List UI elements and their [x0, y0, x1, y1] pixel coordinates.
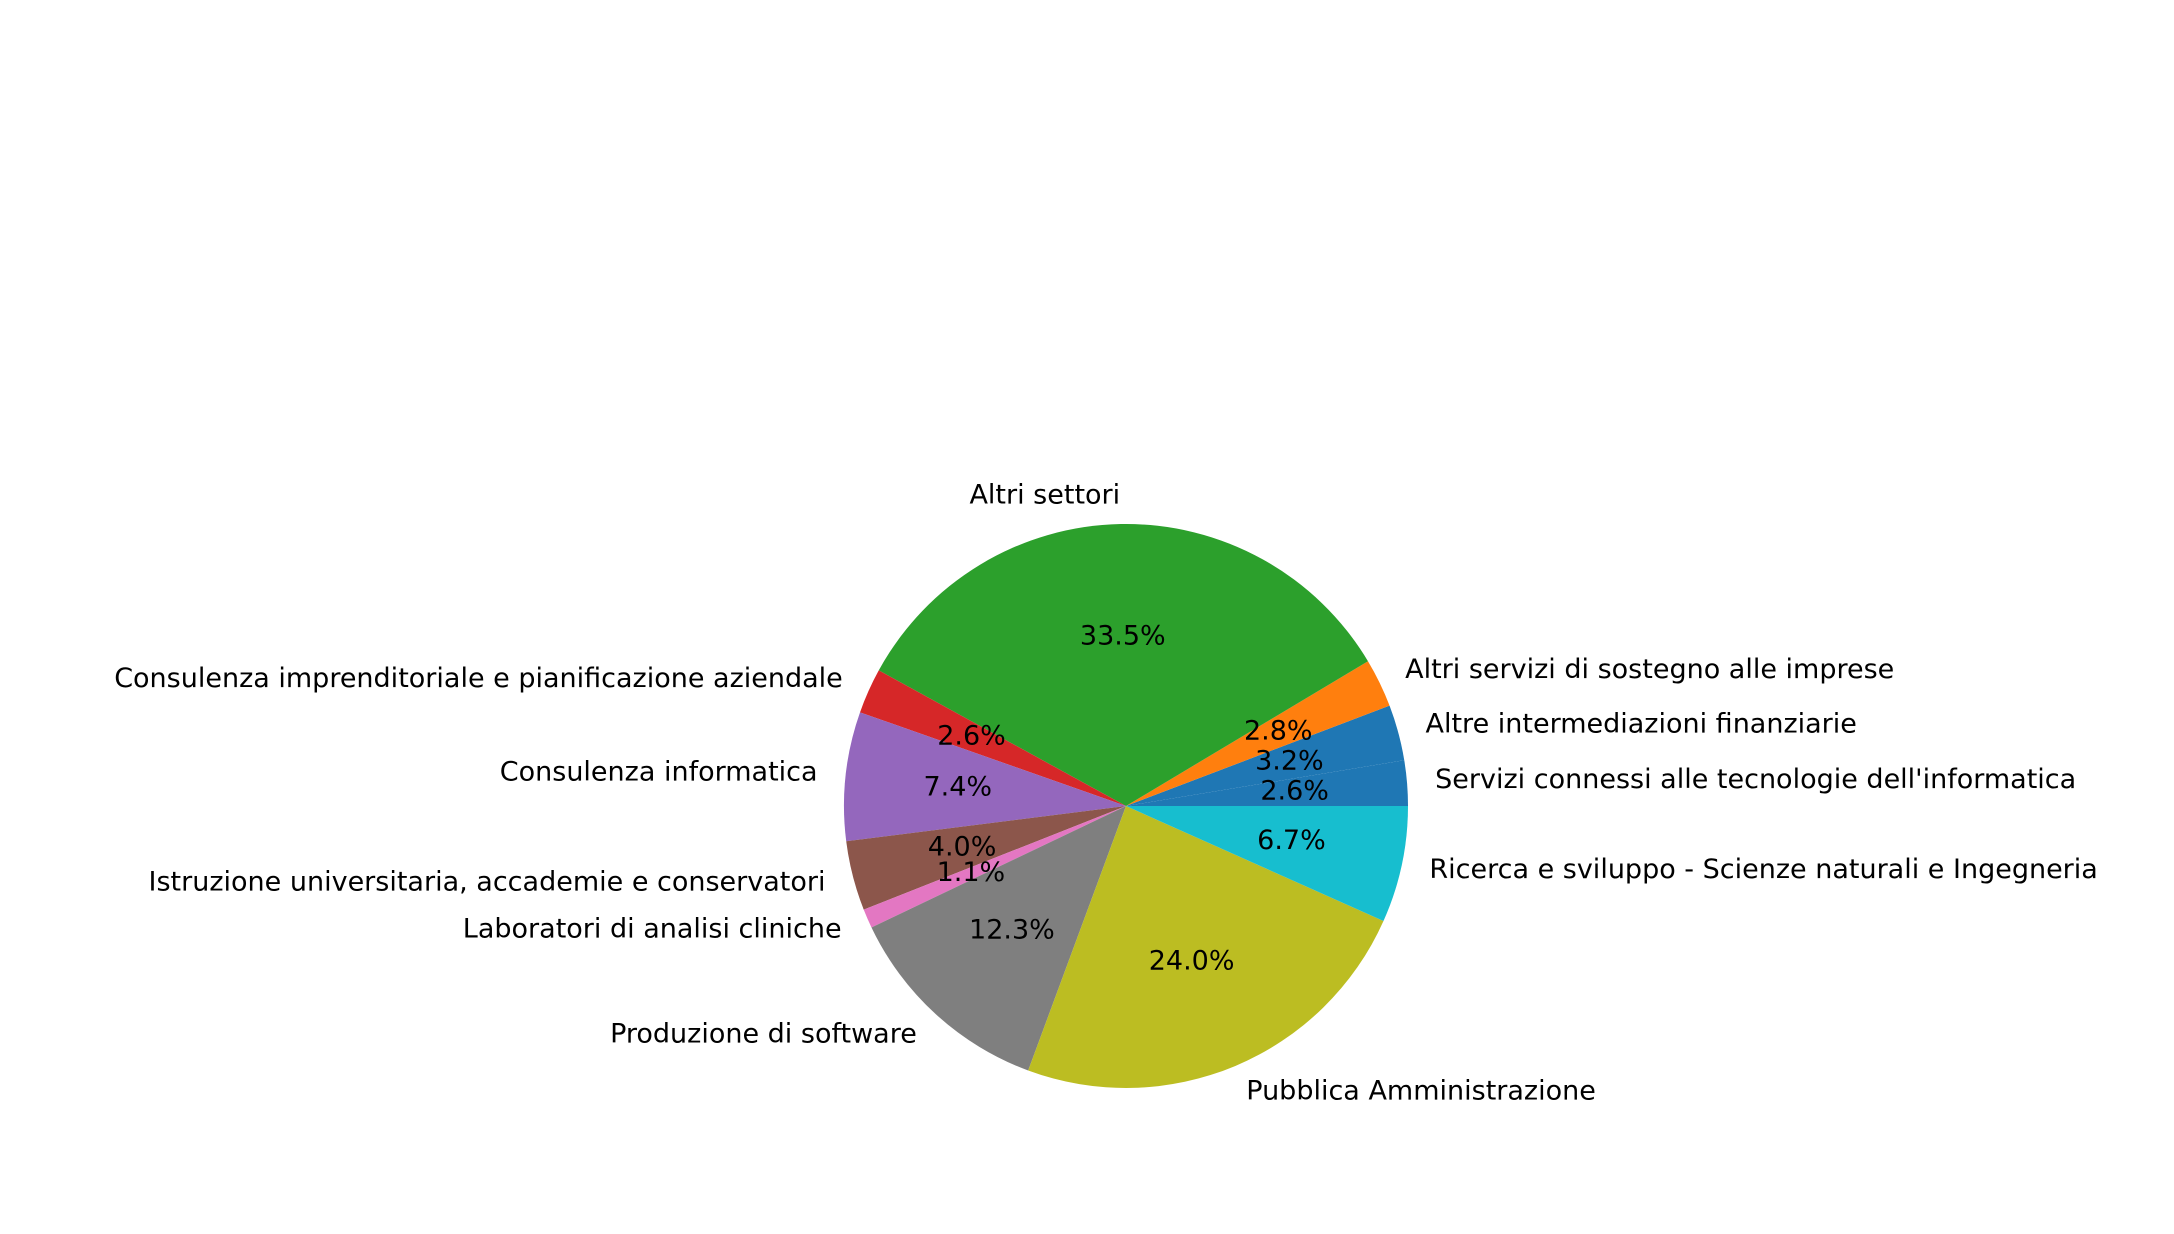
pie-slice-laboratori-di-analisi-cliniche — [863, 806, 1126, 928]
slice-label-laboratori-di-analisi-cliniche: Laboratori di analisi cliniche — [463, 913, 842, 944]
slices-layer — [843, 524, 1408, 1089]
pct-label-altri-servizi-di-sostegno-alle-imprese: 2.8% — [1244, 716, 1313, 747]
slice-label-consulenza-informatica: Consulenza informatica — [500, 756, 818, 787]
slice-label-istruzione-universitaria-accademie-e-conservatori: Istruzione universitaria, accademie e co… — [149, 866, 826, 897]
slice-label-produzione-di-software: Produzione di software — [610, 1019, 917, 1050]
pct-label-produzione-di-software: 12.3% — [969, 914, 1055, 945]
pie-slice-consulenza-imprenditoriale-e-pianificazione-aziendale — [860, 670, 1126, 806]
pie-slice-altre-intermediazioni-finanziarie — [1126, 705, 1405, 806]
pie-slice-istruzione-universitaria-accademie-e-conservatori — [846, 806, 1126, 910]
pie-slice-consulenza-informatica — [843, 712, 1126, 842]
pct-label-ricerca-e-sviluppo-scienze-naturali-e-ingegneria: 6.7% — [1257, 825, 1326, 856]
pie-slice-servizi-connessi-alle-tecnologie-dell-informatica — [1126, 760, 1408, 806]
slice-label-servizi-connessi-alle-tecnologie-dell-informatica: Servizi connessi alle tecnologie dell'in… — [1435, 764, 2076, 795]
slice-label-altre-intermediazioni-finanziarie: Altre intermediazioni finanziarie — [1426, 709, 1857, 740]
slice-label-pubblica-amministrazione: Pubblica Amministrazione — [1246, 1075, 1596, 1106]
pie-slice-altri-settori — [878, 524, 1368, 806]
pct-label-altri-settori: 33.5% — [1080, 620, 1166, 651]
pct-label-pubblica-amministrazione: 24.0% — [1149, 945, 1235, 976]
percentage-labels: 2.6%3.2%2.8%33.5%2.6%7.4%4.0%1.1%12.3%24… — [923, 620, 1328, 976]
pct-label-consulenza-imprenditoriale-e-pianificazione-aziendale: 2.6% — [937, 720, 1006, 751]
pie-slice-produzione-di-software — [871, 806, 1126, 1071]
pct-label-laboratori-di-analisi-cliniche: 1.1% — [937, 857, 1006, 888]
pct-label-istruzione-universitaria-accademie-e-conservatori: 4.0% — [928, 832, 997, 863]
pct-label-consulenza-informatica: 7.4% — [923, 772, 992, 803]
slice-label-altri-servizi-di-sostegno-alle-imprese: Altri servizi di sostegno alle imprese — [1405, 654, 1894, 685]
pie-slice-pubblica-amministrazione — [1028, 806, 1384, 1089]
pie-slice-altri-servizi-di-sostegno-alle-imprese — [1126, 661, 1390, 806]
slice-label-consulenza-imprenditoriale-e-pianificazione-aziendale: Consulenza imprenditoriale e pianificazi… — [114, 663, 843, 694]
slice-label-altri-settori: Altri settori — [969, 479, 1120, 510]
category-labels: Servizi connessi alle tecnologie dell'in… — [114, 479, 2098, 1106]
pie-slice-ricerca-e-sviluppo-scienze-naturali-e-ingegneria — [1126, 806, 1408, 922]
pct-label-servizi-connessi-alle-tecnologie-dell-informatica: 2.6% — [1260, 776, 1329, 807]
pct-label-altre-intermediazioni-finanziarie: 3.2% — [1255, 745, 1324, 776]
slice-label-ricerca-e-sviluppo-scienze-naturali-e-ingegneria: Ricerca e sviluppo - Scienze naturali e … — [1429, 854, 2097, 885]
